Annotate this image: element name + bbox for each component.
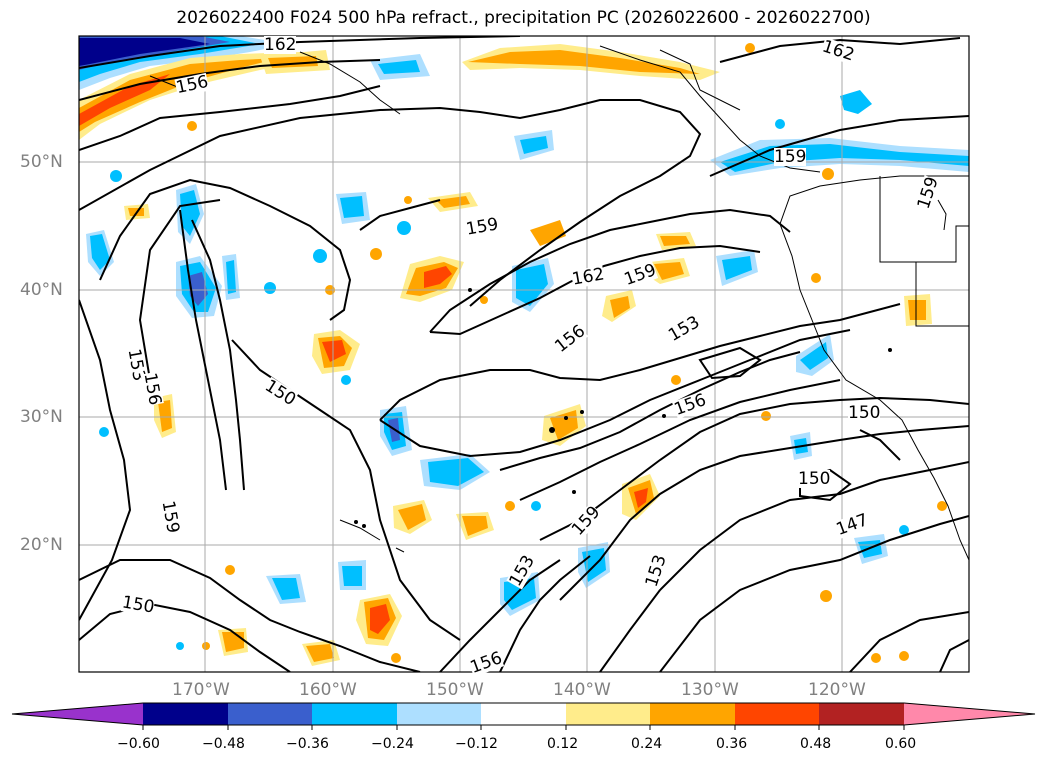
colorbar-swatch	[397, 703, 481, 725]
colorbar-swatch	[481, 703, 566, 725]
colorbar-tick-label: 0.24	[631, 736, 663, 752]
map-frame	[78, 35, 970, 673]
colorbar-swatch	[566, 703, 650, 725]
colorbar-swatch	[819, 703, 904, 725]
lon-label: 120°W	[808, 680, 866, 700]
colorbar-swatch	[228, 703, 312, 725]
lon-label: 150°W	[426, 680, 484, 700]
colorbar-swatch	[735, 703, 819, 725]
colorbar-tick-label: −0.36	[286, 736, 329, 752]
lat-label: 40°N	[20, 280, 63, 300]
colorbar-extend-right	[904, 703, 1035, 725]
islands	[354, 288, 892, 528]
map-title: 2026022400 F024 500 hPa refract., precip…	[176, 8, 871, 28]
colorbar-tick-label: 0.12	[547, 736, 579, 752]
colorbar-tick-label: −0.48	[202, 736, 245, 752]
lat-label: 30°N	[20, 407, 63, 427]
colorbar-extend-left	[12, 703, 143, 725]
colorbar-tick-label: −0.60	[117, 736, 160, 752]
lon-label: 170°W	[172, 680, 230, 700]
colorbar-tick-label: 0.60	[885, 736, 917, 752]
colorbar-swatch	[650, 703, 735, 725]
map-plot-area	[79, 36, 969, 672]
colorbar-tick-label: −0.24	[371, 736, 414, 752]
colorbar-tick-label: 0.36	[716, 736, 748, 752]
colorbar-swatch	[312, 703, 397, 725]
graticule	[79, 36, 969, 672]
colorbar-swatch	[143, 703, 228, 725]
colorbar-tick-label: −0.12	[455, 736, 498, 752]
lon-label: 160°W	[299, 680, 357, 700]
colorbar-tick-label: 0.48	[800, 736, 832, 752]
colorbar	[11, 702, 1036, 730]
lon-label: 140°W	[553, 680, 611, 700]
lat-label: 20°N	[20, 535, 63, 555]
lat-label: 50°N	[20, 152, 63, 172]
lon-label: 130°W	[681, 680, 739, 700]
